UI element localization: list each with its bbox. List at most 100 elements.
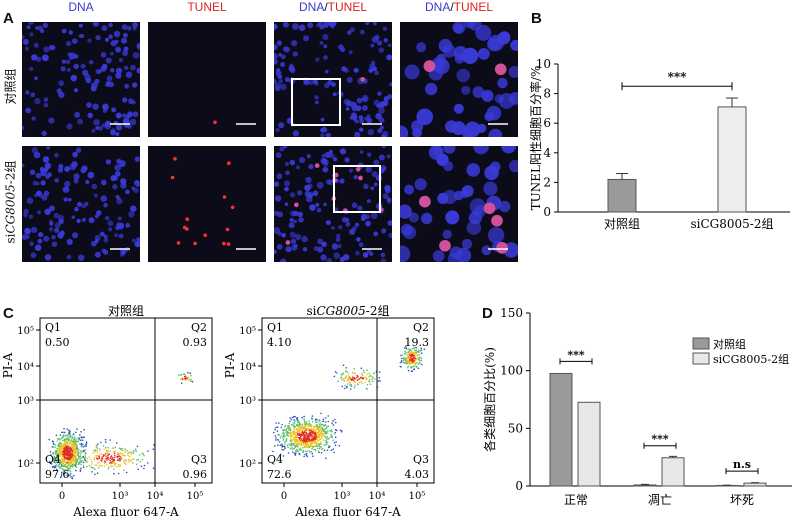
event <box>279 444 282 447</box>
nucleus <box>461 85 471 95</box>
nucleus <box>277 231 282 236</box>
nucleus <box>365 166 372 173</box>
tunel-positive-cell <box>314 163 320 168</box>
y-tick-label: 10⁵ <box>17 326 34 337</box>
nucleus <box>51 235 56 240</box>
nucleus <box>298 156 306 164</box>
event <box>56 461 59 464</box>
event <box>379 380 381 382</box>
event <box>315 418 317 420</box>
tunel-positive-cell <box>496 242 508 254</box>
nucleus <box>61 28 67 34</box>
nucleus <box>84 201 89 206</box>
tunel-positive-cell <box>182 225 187 230</box>
nucleus <box>94 234 101 241</box>
nucleus <box>124 83 130 89</box>
event <box>54 452 57 455</box>
nucleus <box>22 163 25 168</box>
event <box>302 438 305 440</box>
event <box>106 463 108 466</box>
event <box>289 440 292 442</box>
event <box>51 446 54 448</box>
event <box>64 471 67 474</box>
event <box>420 352 423 354</box>
bar <box>661 457 685 487</box>
event <box>67 460 70 463</box>
event <box>348 376 350 378</box>
chart-d: 050100150正常***凋亡***坏死n.s对照组siCG8005-2组各类… <box>482 306 792 507</box>
event <box>305 432 308 435</box>
event <box>335 441 337 443</box>
nucleus <box>274 44 278 51</box>
event <box>349 381 351 384</box>
event <box>342 377 345 380</box>
nucleus <box>333 157 338 162</box>
event <box>50 454 52 456</box>
event <box>76 428 78 430</box>
nucleus <box>278 122 285 129</box>
event <box>282 449 285 451</box>
event <box>71 463 73 465</box>
nucleus <box>76 201 83 207</box>
nucleus <box>347 30 352 35</box>
event <box>62 472 65 475</box>
event <box>305 420 308 423</box>
event <box>55 458 58 461</box>
legend-swatch <box>692 352 710 365</box>
event <box>310 436 312 438</box>
event <box>56 453 59 455</box>
event <box>137 458 139 461</box>
tunel-positive-cell <box>222 241 226 246</box>
event <box>52 440 55 443</box>
nucleus <box>58 91 65 99</box>
event <box>346 383 349 385</box>
nucleus <box>343 254 350 261</box>
event <box>96 454 99 457</box>
event <box>84 459 86 462</box>
nucleus <box>54 178 60 183</box>
event <box>83 436 85 439</box>
nucleus <box>25 90 30 95</box>
nucleus <box>110 129 116 136</box>
nucleus <box>29 32 34 37</box>
nucleus <box>374 70 380 76</box>
event <box>372 377 374 379</box>
event <box>371 375 373 378</box>
event <box>295 443 298 446</box>
event <box>94 451 96 453</box>
nucleus <box>473 146 489 155</box>
event <box>108 453 111 455</box>
event <box>69 462 71 465</box>
event <box>281 429 284 431</box>
nucleus <box>54 152 59 158</box>
nucleus <box>102 103 108 110</box>
nucleus <box>87 112 93 119</box>
event <box>48 438 50 441</box>
event <box>305 444 308 446</box>
event <box>290 442 293 445</box>
event <box>107 447 109 449</box>
nucleus <box>25 107 32 114</box>
event <box>81 451 83 453</box>
event <box>416 361 419 364</box>
event <box>119 465 121 467</box>
event <box>186 377 188 379</box>
event <box>80 463 82 466</box>
event <box>136 445 139 448</box>
nucleus <box>378 47 385 53</box>
event <box>321 423 324 426</box>
event <box>80 461 83 463</box>
nucleus <box>73 63 79 70</box>
event <box>73 474 75 477</box>
event <box>125 463 127 466</box>
event <box>75 461 78 463</box>
event <box>105 455 107 457</box>
event <box>401 357 403 360</box>
x-tick-label: 10³ <box>334 491 351 502</box>
event <box>341 374 343 376</box>
event <box>407 365 410 368</box>
event <box>61 437 63 439</box>
nucleus <box>65 40 72 47</box>
nucleus <box>365 22 370 26</box>
nucleus <box>451 121 466 136</box>
